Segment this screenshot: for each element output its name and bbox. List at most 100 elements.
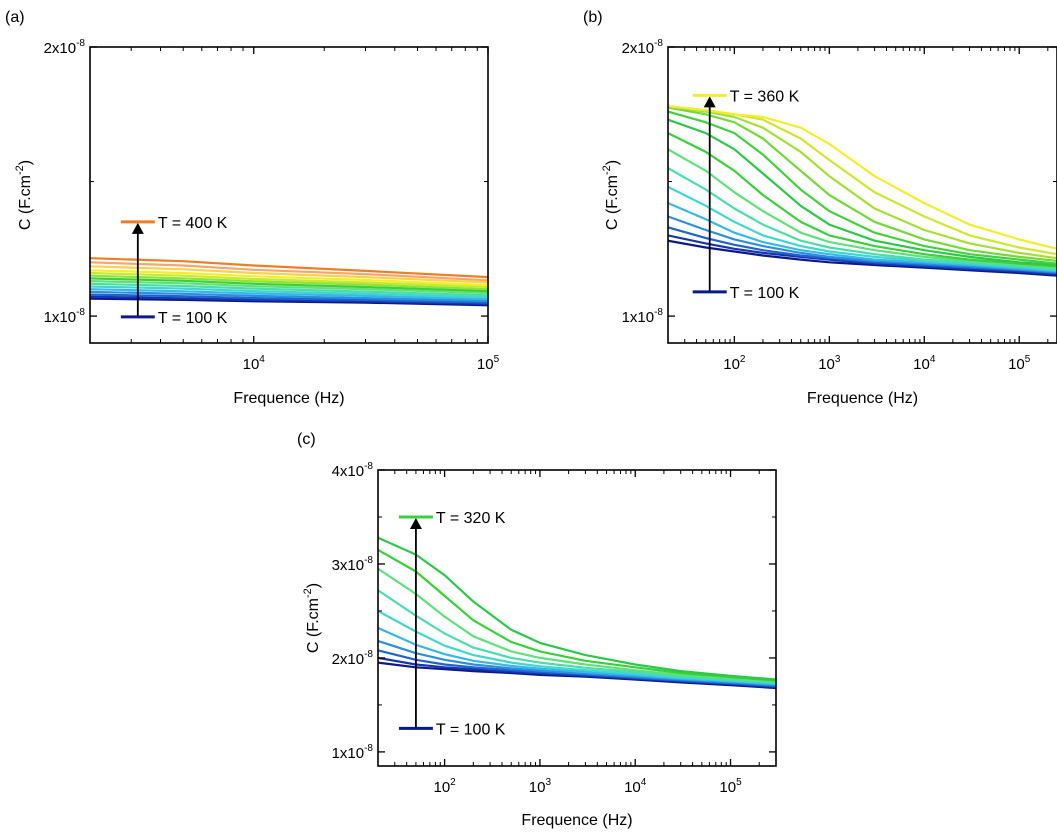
series-line-5 [668, 185, 1057, 272]
y-axis-label-close: ) [604, 160, 621, 165]
series-group [90, 257, 488, 307]
x-tick-label-exponent: 5 [494, 354, 500, 365]
y-axis-label-exponent: -2 [14, 165, 26, 175]
temperature-arrow-head [409, 517, 422, 529]
y-tick-label: 1x10-8 [44, 307, 86, 326]
y-tick-label: 3x10-8 [332, 555, 374, 574]
y-tick-label-exponent: -8 [364, 461, 373, 472]
x-tick-label-exponent: 3 [545, 777, 551, 788]
temperature-high-label: T = 320 K [436, 510, 506, 527]
temperature-high-label: T = 400 K [158, 215, 228, 232]
y-axis-label: C (F.cm-2) [302, 583, 322, 653]
x-tick-label: 104 [243, 354, 266, 373]
x-tick-label-base: 10 [913, 356, 930, 373]
temperature-low-label: T = 100 K [158, 310, 228, 327]
y-tick-label-exponent: -8 [364, 555, 373, 566]
temperature-high-label: T = 360 K [730, 88, 800, 105]
series-line-7 [90, 280, 488, 295]
series-line-8 [90, 277, 488, 293]
x-tick-label: 104 [913, 354, 936, 373]
y-axis-label-base: C (F.cm [305, 598, 322, 653]
x-tick-label-exponent: 4 [259, 354, 265, 365]
series-line-14 [90, 257, 488, 279]
series-line-8 [378, 548, 776, 682]
panel-c: (c)102 103 104 1051x10-82x10-83x10-84x10-8F… [297, 431, 777, 829]
x-axis-label: Frequence (Hz) [807, 390, 918, 407]
plot-frame [667, 46, 1057, 344]
y-tick-label-base: 2x10 [332, 651, 365, 668]
x-tick-label-base: 10 [723, 356, 740, 373]
x-tick-label: 103 [529, 777, 552, 796]
series-line-9 [378, 536, 776, 681]
y-tick-label-exponent: -8 [76, 307, 85, 318]
x-axis-label: Frequence (Hz) [233, 390, 344, 407]
series-group [668, 105, 1057, 277]
x-tick-label: 105 [477, 354, 500, 373]
x-tick-label: 104 [624, 777, 647, 796]
series-line-4 [90, 288, 488, 301]
x-tick-label: 102 [433, 777, 456, 796]
y-axis-label-close: ) [17, 160, 34, 165]
x-tick-label-base: 10 [818, 356, 835, 373]
series-line-7 [378, 567, 776, 683]
x-tick-label-exponent: 3 [835, 354, 841, 365]
y-axis-label-exponent: -2 [302, 588, 314, 598]
x-tick-label-exponent: 4 [930, 354, 936, 365]
temperature-arrow-head [703, 96, 716, 108]
x-tick-label: 102 [723, 354, 746, 373]
y-axis-label: C (F.cm-2) [14, 160, 34, 230]
y-tick-label: 2x10-8 [44, 38, 86, 57]
series-line-5 [378, 610, 776, 685]
y-tick-label-base: 1x10 [44, 309, 77, 326]
series-line-1 [668, 234, 1057, 276]
plot-frame [377, 469, 777, 767]
series-line-2 [90, 293, 488, 304]
series-line-2 [668, 226, 1057, 275]
x-tick-label-exponent: 5 [1025, 354, 1031, 365]
series-line-6 [668, 167, 1057, 271]
y-tick-label-exponent: -8 [364, 649, 373, 660]
y-axis-label-base: C (F.cm [17, 175, 34, 230]
y-axis-label-base: C (F.cm [604, 175, 621, 230]
series-line-1 [90, 295, 488, 306]
series-line-3 [668, 215, 1057, 274]
x-tick-label-exponent: 2 [450, 777, 456, 788]
series-line-10 [90, 271, 488, 289]
temperature-low-label: T = 100 K [436, 721, 506, 738]
x-tick-label-exponent: 5 [736, 777, 742, 788]
series-line-3 [90, 290, 488, 303]
temperature-arrow-head [131, 222, 144, 234]
series-line-7 [668, 148, 1057, 269]
panel-label: (c) [297, 431, 316, 448]
x-tick-label: 105 [1008, 354, 1031, 373]
y-tick-label-base: 1x10 [622, 309, 655, 326]
x-tick-label-base: 10 [529, 779, 546, 796]
x-tick-label-base: 10 [243, 356, 260, 373]
temperature-low-label: T = 100 K [730, 285, 800, 302]
x-axis-label: Frequence (Hz) [521, 812, 632, 829]
y-tick-label: 2x10-8 [332, 649, 374, 668]
y-tick-label: 1x10-8 [622, 307, 664, 326]
y-tick-label: 2x10-8 [622, 38, 664, 57]
y-tick-label-exponent: -8 [654, 307, 663, 318]
y-axis-label: C (F.cm-2) [601, 160, 621, 230]
series-line-13 [668, 105, 1057, 256]
series-line-6 [378, 589, 776, 684]
series-line-9 [90, 274, 488, 291]
panel-label: (a) [5, 9, 25, 26]
x-tick-label-base: 10 [433, 779, 450, 796]
x-tick-label: 105 [719, 777, 742, 796]
x-tick-label-base: 10 [719, 779, 736, 796]
y-tick-label-base: 1x10 [332, 745, 365, 762]
series-line-13 [90, 261, 488, 282]
y-tick-label: 4x10-8 [332, 461, 374, 480]
series-line-11 [90, 269, 488, 287]
series-line-12 [668, 105, 1057, 260]
series-group [378, 536, 776, 690]
x-tick-label-exponent: 4 [641, 777, 647, 788]
y-tick-label-exponent: -8 [76, 38, 85, 49]
series-line-14 [668, 105, 1057, 250]
